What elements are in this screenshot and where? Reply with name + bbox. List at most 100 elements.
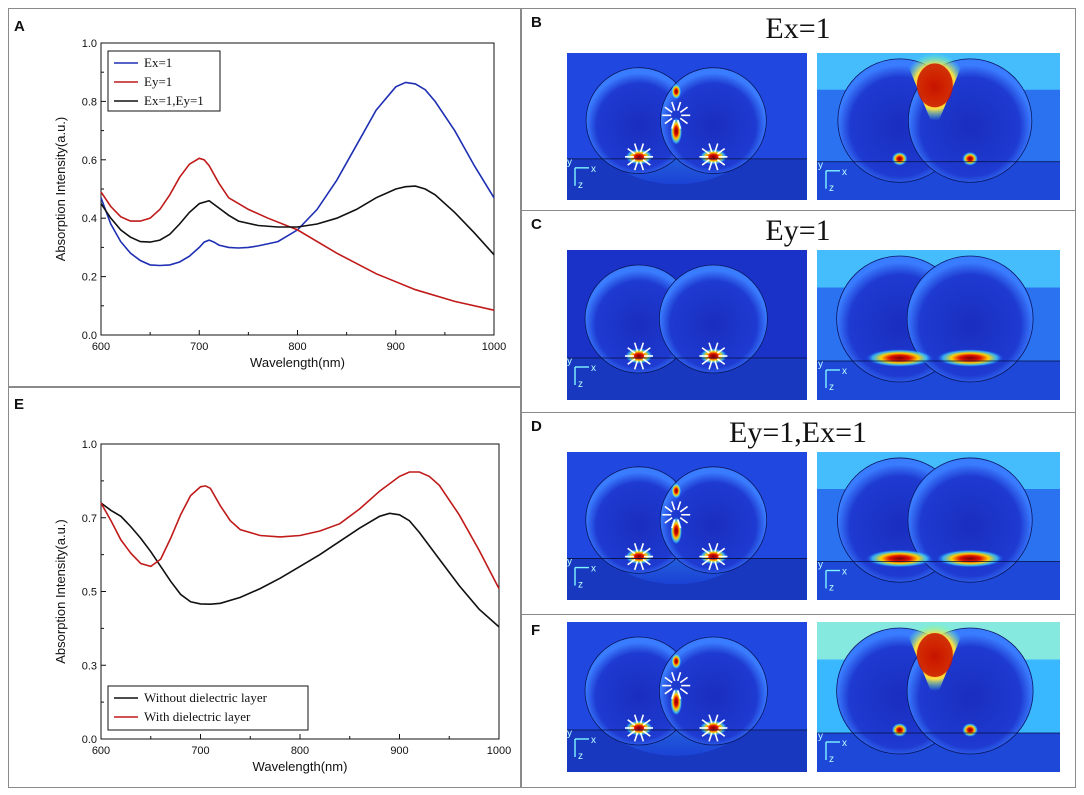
gap-hotspot xyxy=(670,687,683,716)
field-map-right-c xyxy=(817,250,1060,400)
legend-label-1: With dielectric layer xyxy=(144,709,251,724)
contact-hotspot xyxy=(962,723,979,737)
arrow xyxy=(679,676,688,684)
axis-y-label: y xyxy=(567,157,572,168)
chart-e: 600 700 800 900 1000 0.0 0.3 0.5 0.7 1.0 Wavelengt… xyxy=(53,439,511,774)
axis-y-label: y xyxy=(818,731,823,742)
gap-hotspot xyxy=(671,83,682,100)
contact-hotspot xyxy=(936,349,1005,367)
arrow xyxy=(627,159,636,166)
y-tick-label: 0.3 xyxy=(82,660,97,672)
contact-hotspot xyxy=(625,720,653,736)
arrow xyxy=(639,732,645,742)
arrow xyxy=(676,672,682,682)
panel-frame-a xyxy=(8,8,522,388)
arrow xyxy=(664,505,673,513)
arrow xyxy=(701,358,710,365)
arrow xyxy=(671,672,676,682)
panel-frame-e xyxy=(8,386,522,788)
arrow xyxy=(676,101,682,111)
arrow xyxy=(633,342,639,352)
arrow xyxy=(664,106,673,114)
field-map-left-c xyxy=(567,250,807,400)
arrow xyxy=(642,347,651,354)
gap-core xyxy=(916,63,953,108)
panel-label-c: C xyxy=(531,216,542,233)
axis-glyph-bL: y xz xyxy=(567,157,596,191)
panel-label-e: E xyxy=(14,396,25,413)
contact-hotspot xyxy=(699,148,728,165)
arrow xyxy=(671,101,676,111)
series-line-2 xyxy=(100,185,495,256)
axis-x-label: x xyxy=(842,167,847,178)
y-tick-label: 0.2 xyxy=(82,272,97,284)
chart-a: 600 700 800 900 1000 0.0 0.2 0.4 0.6 0.8 1.0 Wavele… xyxy=(53,38,506,370)
field-title-c: Ey=1 xyxy=(765,214,831,247)
arrow xyxy=(633,561,639,571)
arrow xyxy=(714,542,719,553)
axis-z-label: z xyxy=(578,751,583,762)
field-arrows-ba xyxy=(625,143,653,171)
arrow xyxy=(679,106,688,114)
panel-label-f: F xyxy=(531,622,541,639)
arrow xyxy=(714,342,719,352)
x-tick-label: 700 xyxy=(191,745,209,757)
arrow xyxy=(642,159,651,166)
arrow xyxy=(642,547,651,555)
axis-y-label: y xyxy=(567,557,572,568)
x-tick-label: 900 xyxy=(390,745,408,757)
contact-hotspot xyxy=(625,148,653,165)
axis-glyph-fL: y xz xyxy=(567,728,596,762)
sphere xyxy=(659,264,768,374)
arrow xyxy=(633,161,639,171)
gap-hotspot xyxy=(670,516,683,545)
field-arrows-bb xyxy=(699,143,728,171)
arrow xyxy=(639,714,645,724)
arrow xyxy=(679,505,688,513)
arrow xyxy=(716,347,726,354)
y-tick-label: 0.6 xyxy=(82,155,97,167)
axis-x-label: x xyxy=(591,735,596,746)
contact-hotspot xyxy=(962,151,979,166)
gap-hotspot xyxy=(671,653,682,670)
y-tick-label: 0.0 xyxy=(82,330,97,342)
arrow xyxy=(642,719,651,726)
arrow xyxy=(714,732,719,742)
axis-y-label: y xyxy=(567,356,572,367)
field-map-right-f xyxy=(817,622,1060,772)
x-tick-label: 600 xyxy=(92,341,110,353)
sphere xyxy=(906,255,1034,383)
series-line-1 xyxy=(100,157,495,311)
arrow xyxy=(627,730,636,737)
arrow xyxy=(671,501,676,511)
arrow xyxy=(708,360,713,370)
contact-hotspot xyxy=(865,549,934,568)
x-tick-label: 800 xyxy=(288,341,306,353)
arrow xyxy=(633,542,639,553)
field-map-right-b xyxy=(817,53,1060,200)
contact-hotspot xyxy=(891,723,908,737)
arrow xyxy=(708,561,713,571)
contact-hotspot xyxy=(936,549,1005,568)
contact-hotspot xyxy=(891,151,908,166)
field-arrows-db xyxy=(699,542,728,571)
contact-hotspot xyxy=(699,720,728,736)
arrow xyxy=(633,714,639,724)
legend-label-2: Ex=1,Ey=1 xyxy=(144,93,204,108)
y-tick-label: 1.0 xyxy=(82,439,97,451)
arrow xyxy=(664,517,673,524)
arrow xyxy=(716,147,726,155)
arrow xyxy=(627,719,636,726)
x-axis-label: Wavelength(nm) xyxy=(253,759,348,774)
arrow xyxy=(676,690,682,700)
axis-y-label: y xyxy=(818,560,823,571)
arrow xyxy=(639,161,645,171)
contact-hotspot xyxy=(699,548,728,565)
y-tick-label: 0.7 xyxy=(82,513,97,525)
axis-glyph-bR: y xz xyxy=(818,160,847,194)
y-axis-label: Absorption Intensity(a.u.) xyxy=(53,117,68,262)
axis-z-label: z xyxy=(829,754,834,765)
sphere xyxy=(660,67,767,174)
arrow xyxy=(716,159,726,166)
